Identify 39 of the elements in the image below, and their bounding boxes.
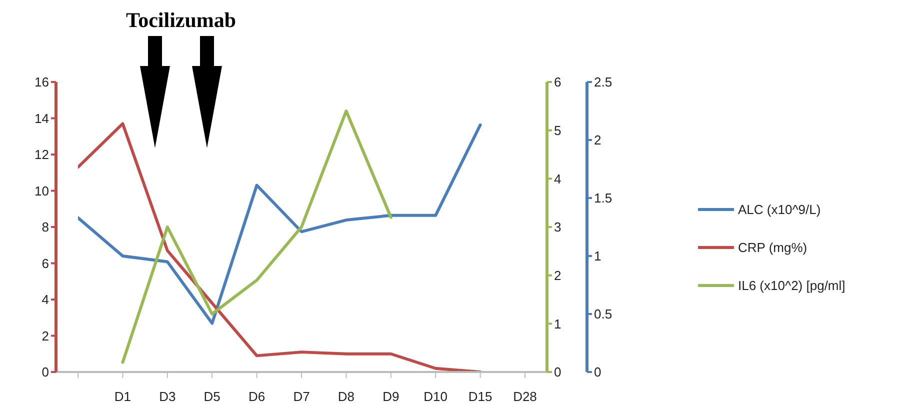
y3-tick-label: 1 xyxy=(594,248,602,264)
x-tick-label: D5 xyxy=(204,389,220,404)
x-tick-label: D8 xyxy=(338,389,355,404)
legend-label: IL6 (x10^2) [pg/ml] xyxy=(738,278,846,292)
y3-tick-label: 2.5 xyxy=(594,74,612,90)
y-tick-label: 0 xyxy=(42,364,49,380)
y-tick-label: 10 xyxy=(34,183,49,198)
y2-tick-label: 4 xyxy=(554,171,562,186)
y2-tick-label: 3 xyxy=(554,220,562,235)
line-series xyxy=(78,122,482,372)
y-tick-label: 6 xyxy=(42,256,49,271)
y-tick-label: 2 xyxy=(42,328,49,344)
x-tick-label: D10 xyxy=(424,389,448,404)
line-series xyxy=(121,110,392,364)
y-tick-label: 16 xyxy=(34,74,49,90)
x-tick-label: D9 xyxy=(382,389,400,404)
y-tick-label: 4 xyxy=(42,292,49,308)
y-tick-label: 14 xyxy=(34,110,49,126)
x-tick-label: D28 xyxy=(513,389,537,404)
y2-tick-label: 5 xyxy=(554,122,562,138)
y2-tick-label: 1 xyxy=(554,316,562,332)
y3-tick-label: 0.5 xyxy=(594,306,612,322)
x-tick-label: D3 xyxy=(159,389,176,404)
y2-tick-label: 6 xyxy=(554,74,562,90)
y2-tick-label: 0 xyxy=(554,364,562,380)
y-tick-label: 8 xyxy=(42,220,49,235)
legend-label: ALC (x10^9/L) xyxy=(738,202,821,216)
y3-tick-label: 0 xyxy=(594,364,602,380)
y3-tick-label: 2 xyxy=(594,132,602,148)
x-tick-label: D1 xyxy=(114,389,132,404)
y3-tick-label: 1.5 xyxy=(594,190,612,206)
line-series xyxy=(78,123,482,325)
legend-label: CRP (mg%) xyxy=(738,240,808,254)
x-tick-label: D15 xyxy=(468,389,492,404)
x-tick-label: D7 xyxy=(293,389,310,404)
y-tick-label: 12 xyxy=(34,147,49,162)
text: Tocilizumab xyxy=(126,8,236,33)
x-tick-label: D6 xyxy=(248,389,266,404)
y2-tick-label: 2 xyxy=(554,268,562,283)
